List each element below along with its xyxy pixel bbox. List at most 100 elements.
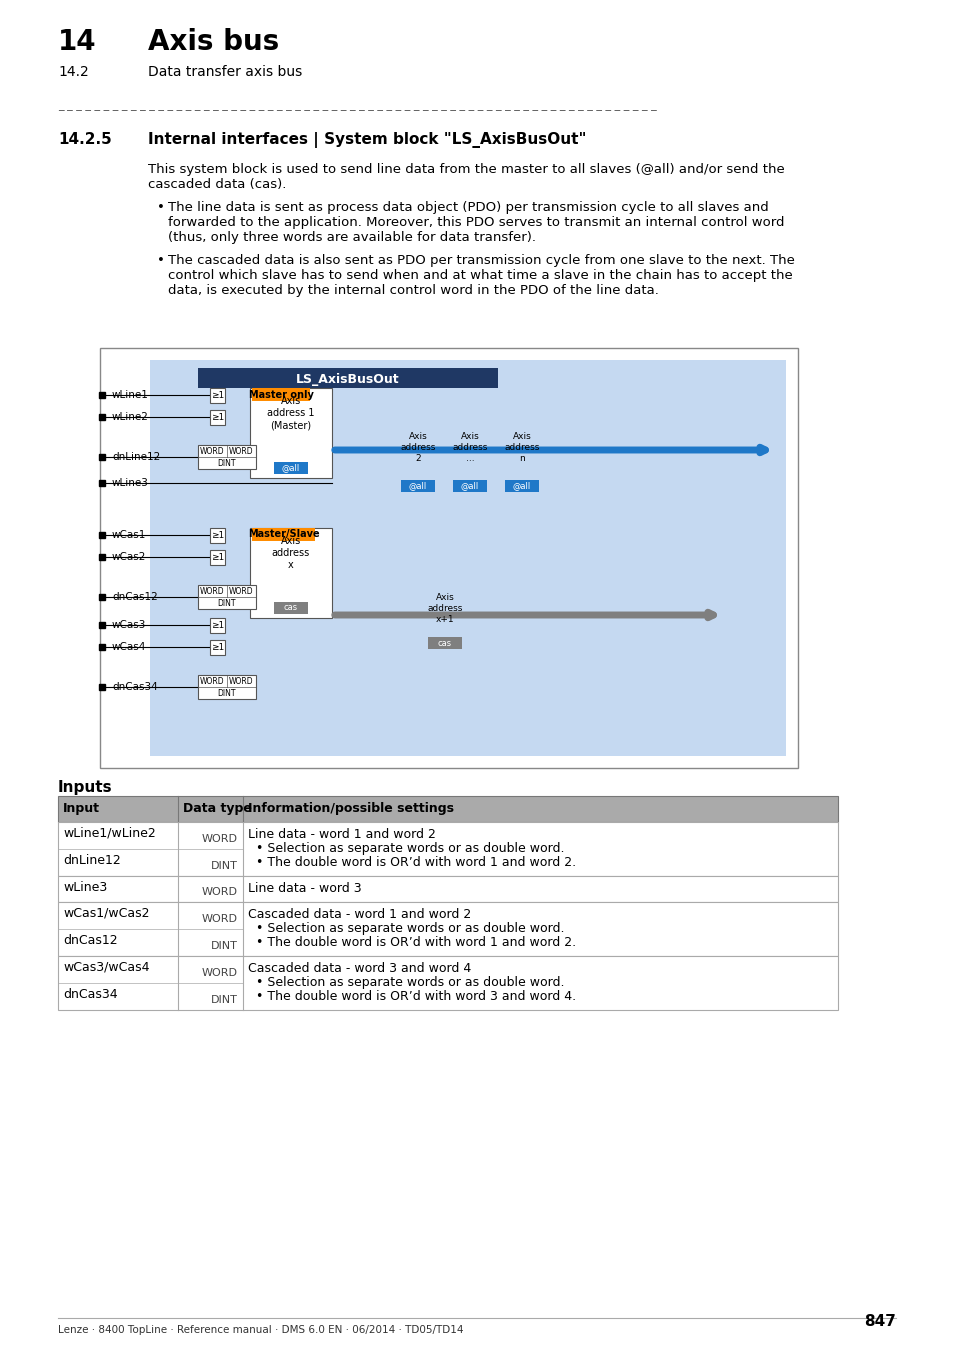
Text: ≥1: ≥1 <box>212 413 224 423</box>
Text: • Selection as separate words or as double word.: • Selection as separate words or as doub… <box>248 922 564 936</box>
Text: 847: 847 <box>863 1315 895 1330</box>
Text: DINT: DINT <box>211 995 237 1004</box>
Bar <box>211 618 225 633</box>
Text: ≥1: ≥1 <box>212 392 224 400</box>
Text: 14: 14 <box>58 28 96 55</box>
Text: Line data - word 1 and word 2: Line data - word 1 and word 2 <box>248 828 436 841</box>
Text: DINT: DINT <box>217 598 236 608</box>
Bar <box>211 410 225 425</box>
Bar <box>58 796 837 822</box>
Text: cas: cas <box>284 603 297 613</box>
Bar <box>453 481 486 491</box>
Text: (thus, only three words are available for data transfer).: (thus, only three words are available fo… <box>168 231 536 244</box>
Text: Data transfer axis bus: Data transfer axis bus <box>148 65 302 80</box>
Text: control which slave has to send when and at what time a slave in the chain has t: control which slave has to send when and… <box>168 269 792 282</box>
Bar <box>58 876 837 902</box>
Text: Input: Input <box>63 802 100 815</box>
Text: DINT: DINT <box>217 459 236 467</box>
Text: Master/Slave: Master/Slave <box>248 529 319 540</box>
Bar <box>211 387 225 404</box>
Text: dnCas12: dnCas12 <box>63 934 117 946</box>
Text: wLine1: wLine1 <box>112 390 149 400</box>
Text: • The double word is OR’d with word 1 and word 2.: • The double word is OR’d with word 1 an… <box>248 856 576 869</box>
Text: @all: @all <box>281 463 300 472</box>
Text: WORD: WORD <box>229 676 253 686</box>
Text: The cascaded data is also sent as PDO per transmission cycle from one slave to t: The cascaded data is also sent as PDO pe… <box>168 254 794 267</box>
Bar <box>58 822 837 876</box>
Text: •: • <box>157 201 165 215</box>
Text: @all: @all <box>513 482 531 490</box>
Text: Axis: Axis <box>280 536 301 545</box>
Bar <box>58 902 837 956</box>
Text: ≥1: ≥1 <box>212 554 224 562</box>
Text: • Selection as separate words or as double word.: • Selection as separate words or as doub… <box>248 976 564 990</box>
Bar <box>211 549 225 566</box>
Text: Line data - word 3: Line data - word 3 <box>248 882 361 895</box>
Text: DINT: DINT <box>217 688 236 698</box>
Bar <box>198 675 255 699</box>
Text: WORD: WORD <box>202 968 237 977</box>
Text: WORD: WORD <box>229 586 253 595</box>
Text: cas: cas <box>437 639 452 648</box>
Text: ≥1: ≥1 <box>212 643 224 652</box>
Text: • Selection as separate words or as double word.: • Selection as separate words or as doub… <box>248 842 564 855</box>
Text: Lenze · 8400 TopLine · Reference manual · DMS 6.0 EN · 06/2014 · TD05/TD14: Lenze · 8400 TopLine · Reference manual … <box>58 1324 463 1335</box>
Text: Cascaded data - word 1 and word 2: Cascaded data - word 1 and word 2 <box>248 909 471 921</box>
Text: wLine2: wLine2 <box>112 412 149 423</box>
Text: Axis
address
x+1: Axis address x+1 <box>427 593 462 624</box>
Text: wCas3: wCas3 <box>112 620 146 630</box>
Bar <box>274 462 308 474</box>
Text: 14.2: 14.2 <box>58 65 89 80</box>
Text: ≥1: ≥1 <box>212 531 224 540</box>
Text: @all: @all <box>409 482 427 490</box>
Bar <box>428 637 461 649</box>
Bar <box>198 446 255 468</box>
Text: cascaded data (cas).: cascaded data (cas). <box>148 178 286 190</box>
Text: wCas1: wCas1 <box>112 531 146 540</box>
Text: WORD: WORD <box>202 887 237 896</box>
Text: DINT: DINT <box>211 941 237 950</box>
Bar <box>250 387 332 478</box>
Bar <box>250 528 332 618</box>
Text: 14.2.5: 14.2.5 <box>58 132 112 147</box>
Text: wLine3: wLine3 <box>112 478 149 487</box>
Text: wCas2: wCas2 <box>112 552 146 562</box>
Text: • The double word is OR’d with word 1 and word 2.: • The double word is OR’d with word 1 an… <box>248 936 576 949</box>
Text: wCas1/wCas2: wCas1/wCas2 <box>63 907 150 919</box>
Text: Axis
address
2: Axis address 2 <box>400 432 436 463</box>
Text: Information/possible settings: Information/possible settings <box>248 802 454 815</box>
Text: dnLine12: dnLine12 <box>112 452 160 462</box>
Text: dnCas34: dnCas34 <box>63 988 117 1000</box>
Text: Axis: Axis <box>280 396 301 406</box>
Text: address 1: address 1 <box>267 408 314 418</box>
Text: wCas4: wCas4 <box>112 643 146 652</box>
Text: forwarded to the application. Moreover, this PDO serves to transmit an internal : forwarded to the application. Moreover, … <box>168 216 783 230</box>
Text: WORD: WORD <box>202 834 237 844</box>
Text: WORD: WORD <box>200 586 225 595</box>
Text: _ _ _ _ _ _ _ _ _ _ _ _ _ _ _ _ _ _ _ _ _ _ _ _ _ _ _ _ _ _ _ _ _ _ _ _ _ _ _ _ : _ _ _ _ _ _ _ _ _ _ _ _ _ _ _ _ _ _ _ _ … <box>58 100 659 109</box>
Text: address: address <box>272 548 310 558</box>
Bar <box>150 360 785 756</box>
Bar <box>198 369 497 387</box>
Bar <box>211 528 225 543</box>
Bar <box>198 585 255 609</box>
Bar <box>211 640 225 655</box>
Text: ≥1: ≥1 <box>212 621 224 630</box>
Text: Cascaded data - word 3 and word 4: Cascaded data - word 3 and word 4 <box>248 963 471 975</box>
Text: •: • <box>157 254 165 267</box>
Bar <box>252 387 310 401</box>
Text: dnCas12: dnCas12 <box>112 593 157 602</box>
Text: DINT: DINT <box>211 861 237 871</box>
Bar <box>100 348 797 768</box>
Text: Internal interfaces | System block "LS_AxisBusOut": Internal interfaces | System block "LS_A… <box>148 132 586 148</box>
Text: wLine3: wLine3 <box>63 882 107 894</box>
Text: dnLine12: dnLine12 <box>63 855 121 867</box>
Text: • The double word is OR’d with word 3 and word 4.: • The double word is OR’d with word 3 an… <box>248 990 576 1003</box>
Bar <box>252 528 314 541</box>
Bar <box>274 602 308 614</box>
Text: This system block is used to send line data from the master to all slaves (@all): This system block is used to send line d… <box>148 163 784 176</box>
Text: data, is executed by the internal control word in the PDO of the line data.: data, is executed by the internal contro… <box>168 284 659 297</box>
Text: Inputs: Inputs <box>58 780 112 795</box>
Text: (Master): (Master) <box>270 420 312 431</box>
Text: WORD: WORD <box>202 914 237 923</box>
